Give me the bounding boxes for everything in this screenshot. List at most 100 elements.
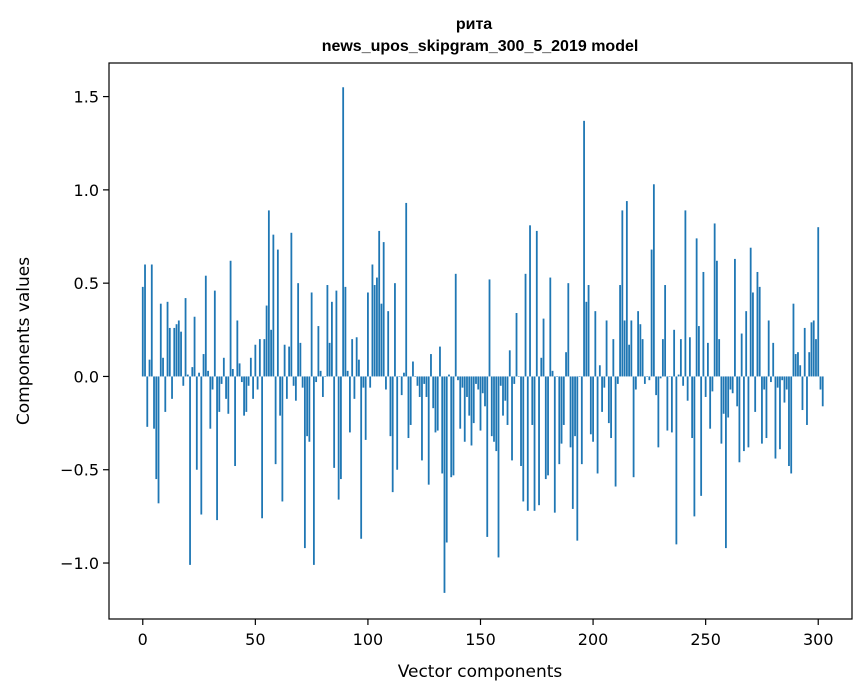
bar-154 — [488, 279, 491, 377]
bar-14 — [173, 327, 176, 377]
bar-105 — [378, 230, 381, 377]
bar-279 — [770, 376, 772, 383]
bar-218 — [632, 376, 635, 478]
bar-144 — [466, 376, 468, 397]
bar-135 — [445, 376, 448, 543]
bar-163 — [508, 350, 511, 377]
bar-268 — [745, 311, 748, 377]
bar-176 — [538, 376, 540, 506]
bar-215 — [625, 201, 628, 377]
bar-273 — [756, 271, 759, 377]
plot-area-frame — [108, 62, 853, 620]
bar-78 — [317, 326, 320, 377]
bar-62 — [281, 376, 284, 502]
bar-21 — [189, 376, 191, 565]
bar-219 — [634, 376, 637, 390]
bar-104 — [376, 277, 378, 377]
bar-122 — [416, 376, 419, 386]
bar-67 — [292, 376, 295, 386]
x-tick-label: 250 — [690, 630, 721, 649]
bar-179 — [544, 376, 547, 480]
bar-221 — [639, 324, 642, 377]
bar-204 — [601, 376, 603, 412]
bar-128 — [430, 354, 432, 377]
bar-44 — [240, 376, 243, 383]
bar-47 — [247, 376, 250, 386]
bar-300 — [817, 227, 820, 377]
bar-248 — [700, 376, 703, 496]
bar-280 — [772, 342, 775, 377]
bar-191 — [571, 376, 574, 509]
bar-149 — [477, 376, 480, 390]
bar-3 — [148, 359, 151, 377]
bar-199 — [589, 376, 592, 435]
bar-64 — [285, 376, 288, 399]
bar-119 — [409, 376, 412, 425]
bar-293 — [801, 376, 804, 411]
chart-title-line-2: news_upos_skipgram_300_5_2019 model — [322, 38, 639, 55]
bar-153 — [486, 376, 489, 537]
bar-200 — [592, 376, 594, 442]
bar-139 — [454, 273, 457, 377]
bar-201 — [594, 311, 597, 377]
bar-72 — [303, 376, 306, 549]
bar-114 — [398, 376, 401, 377]
bar-290 — [794, 354, 797, 377]
bar-231 — [661, 339, 664, 377]
bar-20 — [186, 374, 189, 377]
bar-16 — [177, 320, 180, 377]
bar-263 — [734, 258, 736, 377]
bar-36 — [222, 357, 225, 377]
bar-18 — [182, 376, 185, 386]
bar-269 — [747, 376, 750, 448]
x-tick-label: 300 — [803, 630, 834, 649]
bar-56 — [267, 210, 270, 377]
bar-182 — [551, 370, 554, 377]
bar-71 — [301, 376, 304, 388]
bar-235 — [670, 376, 673, 433]
bar-38 — [227, 376, 230, 414]
bar-197 — [585, 301, 588, 377]
bar-87 — [337, 376, 340, 500]
bar-302 — [821, 376, 824, 407]
bar-138 — [452, 376, 455, 476]
bar-287 — [788, 376, 790, 467]
bar-236 — [673, 329, 676, 377]
bar-145 — [468, 376, 471, 416]
bar-115 — [400, 376, 403, 396]
bar-213 — [621, 210, 624, 377]
bar-271 — [752, 292, 754, 377]
bar-92 — [349, 376, 351, 433]
bar-4 — [150, 264, 153, 377]
bar-177 — [540, 357, 543, 377]
bar-232 — [664, 285, 667, 377]
bar-291 — [797, 352, 799, 377]
bar-5 — [153, 376, 155, 429]
bar-141 — [459, 376, 462, 429]
bar-184 — [556, 376, 558, 377]
bar-233 — [666, 376, 669, 431]
bar-296 — [808, 352, 811, 377]
bar-183 — [553, 376, 556, 513]
bar-60 — [276, 249, 279, 377]
bar-8 — [159, 303, 162, 377]
bar-250 — [704, 376, 707, 397]
bar-26 — [200, 376, 203, 515]
bar-70 — [299, 342, 302, 377]
bar-133 — [441, 376, 444, 474]
bar-166 — [515, 313, 518, 377]
bar-27 — [202, 354, 205, 377]
bar-136 — [448, 374, 450, 377]
bar-108 — [385, 376, 387, 390]
bar-225 — [648, 376, 651, 381]
bar-29 — [207, 370, 209, 377]
bar-90 — [344, 286, 347, 377]
bar-83 — [328, 342, 331, 377]
bar-226 — [650, 249, 653, 377]
bar-112 — [394, 283, 396, 377]
bar-1 — [144, 264, 146, 377]
bar-123 — [418, 376, 421, 397]
bar-101 — [369, 376, 372, 388]
bar-228 — [655, 376, 658, 396]
bar-7 — [157, 376, 160, 504]
